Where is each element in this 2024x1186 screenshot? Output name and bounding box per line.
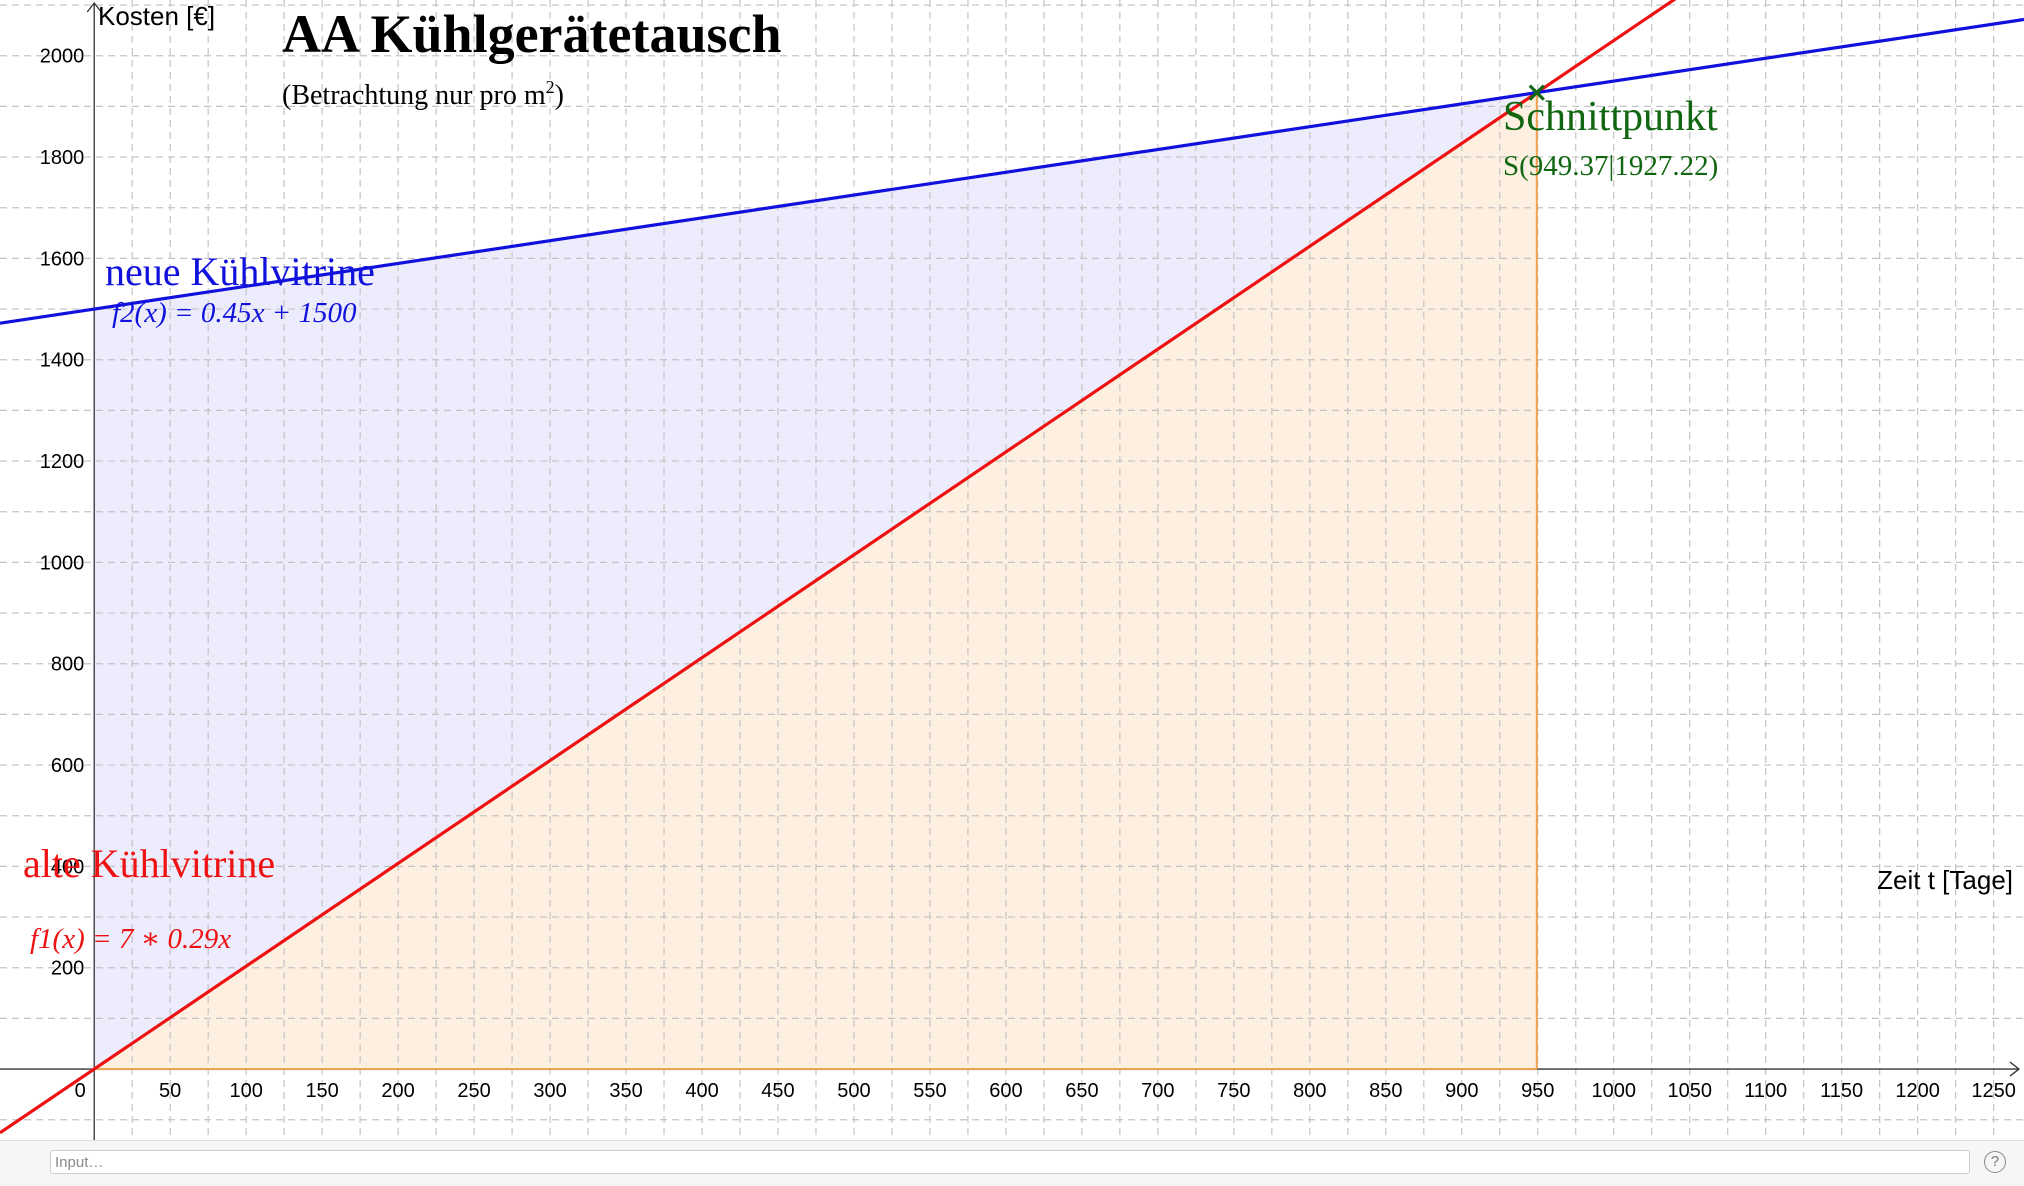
equation-f2: f2(x) = 0.45x + 1500: [112, 297, 357, 329]
x-tick-label: 450: [761, 1080, 794, 1102]
x-tick-label: 800: [1293, 1080, 1326, 1102]
x-tick-label: 1150: [1820, 1080, 1863, 1102]
x-tick-label: 700: [1141, 1080, 1174, 1102]
x-tick-label: 900: [1445, 1080, 1478, 1102]
subtitle-text: (Betrachtung nur pro m: [282, 80, 546, 111]
input-bar: ?: [0, 1140, 2024, 1186]
y-tick-label: 600: [51, 755, 84, 777]
y-tick-label: 1400: [40, 350, 85, 372]
x-tick-label: 750: [1217, 1080, 1250, 1102]
x-tick-label: 350: [609, 1080, 642, 1102]
series-label-neue-kuehlvitrine: neue Kühlvitrine: [105, 249, 375, 294]
x-tick-label: 500: [837, 1080, 870, 1102]
y-tick-label: 400: [51, 856, 84, 878]
x-axis-label: Zeit t [Tage]: [1877, 865, 2013, 895]
equation-f1: f1(x) = 7 ∗ 0.29x: [30, 923, 231, 955]
y-axis-arrow-icon: [86, 1, 102, 13]
annotations: Kosten [€] Zeit t [Tage] AA Kühlgeräteta…: [23, 1, 2013, 955]
y-tick-label: 1800: [40, 147, 85, 169]
x-tick-label: 150: [305, 1080, 338, 1102]
y-tick-label: 800: [51, 654, 84, 676]
x-tick-label: 550: [913, 1080, 946, 1102]
x-tick-label: 1050: [1667, 1080, 1712, 1102]
chart-subtitle: (Betrachtung nur pro m2): [282, 77, 564, 111]
x-tick-label: 300: [533, 1080, 566, 1102]
function-lines[interactable]: [0, 0, 2024, 1135]
x-tick-label: 0: [75, 1080, 86, 1102]
x-tick-label: 250: [457, 1080, 490, 1102]
intersection-title: Schnittpunkt: [1503, 94, 1718, 140]
x-tick-label: 100: [229, 1080, 262, 1102]
x-tick-label: 850: [1369, 1080, 1402, 1102]
x-tick-label: 50: [159, 1080, 181, 1102]
line-f1-alte-kuehlvitrine[interactable]: [0, 0, 2024, 1135]
line-f2-neue-kuehlvitrine[interactable]: [0, 17, 2024, 325]
x-tick-label: 950: [1521, 1080, 1554, 1102]
y-axis-label: Kosten [€]: [98, 1, 215, 31]
y-tick-label: 200: [51, 958, 84, 980]
algebra-input-field[interactable]: [50, 1150, 1970, 1174]
x-tick-label: 1000: [1591, 1080, 1636, 1102]
intersection-point-marker[interactable]: [1528, 84, 1545, 101]
series-label-alte-kuehlvitrine: alte Kühlvitrine: [23, 841, 275, 886]
y-tick-label: 1200: [40, 451, 85, 473]
x-axis-arrow-icon: [2009, 1061, 2021, 1077]
x-tick-label: 1250: [1971, 1080, 2016, 1102]
x-tick-label: 200: [381, 1080, 414, 1102]
subtitle-superscript: 2: [546, 77, 555, 97]
x-tick-label: 600: [989, 1080, 1022, 1102]
y-tick-label: 1000: [40, 552, 85, 574]
x-tick-label: 1200: [1895, 1080, 1940, 1102]
y-tick-label: 2000: [40, 46, 85, 68]
intersection-coordinates: S(949.37|1927.22): [1503, 150, 1718, 182]
help-icon[interactable]: ?: [1984, 1151, 2006, 1173]
x-tick-label: 400: [685, 1080, 718, 1102]
grid-lines: [0, 0, 2024, 1140]
tick-labels: 0 50 100 150 200 250 300 350 400 450 500 550 600 650 7…: [40, 46, 2016, 1102]
y-tick-label: 1600: [40, 248, 85, 270]
x-tick-label: 650: [1065, 1080, 1098, 1102]
subtitle-end: ): [555, 80, 564, 111]
x-tick-label: 1100: [1744, 1080, 1787, 1102]
graph-view[interactable]: 0 50 100 150 200 250 300 350 400 450 500 550 600 650 7…: [0, 0, 2024, 1140]
chart-title: AA Kühlgerätetausch: [282, 4, 782, 64]
